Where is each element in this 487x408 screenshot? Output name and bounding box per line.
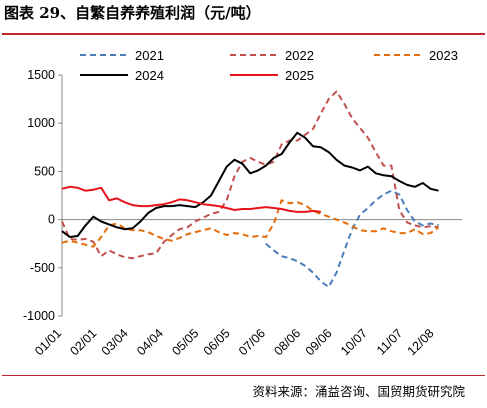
series-line-2023: [61, 199, 440, 248]
x-tick-label: 10/07: [338, 326, 370, 358]
x-tick-label: 09/06: [303, 326, 335, 358]
y-tick-label: 1000: [27, 116, 55, 130]
y-tick-label: 0: [48, 213, 55, 227]
x-tick-label: 02/01: [67, 326, 99, 358]
x-tick-label: 08/06: [271, 326, 303, 358]
legend-label-2025: 2025: [285, 68, 314, 83]
source-note: 资料来源：涌益咨询、国贸期货研究院: [252, 384, 465, 399]
y-tick-label: -1000: [23, 309, 55, 323]
x-tick-label: 03/04: [99, 326, 131, 358]
y-tick-label: 1500: [27, 68, 55, 82]
legend-label-2023: 2023: [429, 48, 458, 63]
chart-title: 图表 29、自繁自养养殖利润（元/吨）: [4, 4, 261, 22]
legend-label-2024: 2024: [135, 68, 164, 83]
title-rule: [2, 33, 485, 35]
series-line-2025: [61, 185, 321, 213]
footer-rule: [2, 375, 485, 376]
x-tick-label: 12/08: [405, 326, 437, 358]
legend-label-2021: 2021: [135, 48, 164, 63]
x-tick-label: 05/05: [169, 326, 201, 358]
series-line-2022: [61, 90, 439, 260]
x-tick-label: 01/01: [32, 326, 64, 358]
x-tick-label: 04/04: [134, 326, 166, 358]
series-line-2024: [61, 131, 439, 238]
x-tick-label: 07/06: [236, 326, 268, 358]
y-tick-label: -500: [30, 261, 55, 275]
y-tick-label: 500: [34, 164, 55, 178]
legend-label-2022: 2022: [285, 48, 314, 63]
x-tick-label: 11/07: [374, 326, 405, 357]
series-line-2021: [265, 189, 439, 289]
x-tick-label: 06/05: [201, 326, 233, 358]
